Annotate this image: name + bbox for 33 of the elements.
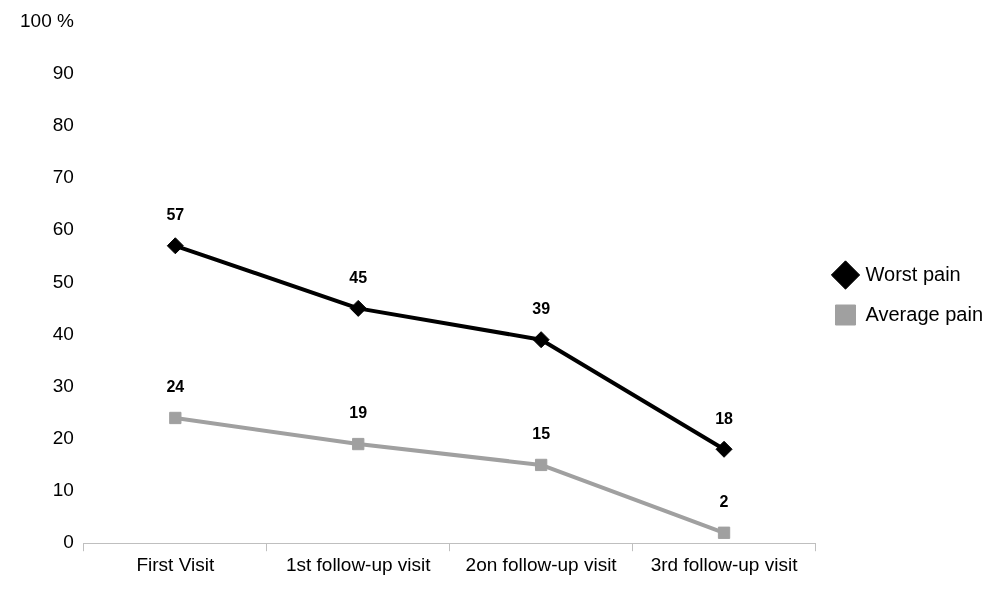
y-tick-label: 60 [52, 218, 74, 240]
point [166, 237, 184, 255]
legend-label: Average pain [865, 302, 983, 325]
y-tick-label: 0 [63, 531, 74, 553]
data-label: 39 [532, 300, 551, 318]
data-label: 18 [715, 409, 734, 427]
data-label: 19 [349, 404, 368, 422]
point [349, 299, 367, 317]
point [169, 411, 182, 425]
x-tick-label: 2on follow-up visit [465, 553, 618, 575]
y-tick-label: 10 [52, 479, 74, 501]
point [532, 331, 550, 349]
y-tick-label: 100 % [20, 9, 74, 31]
y-tick-label: 80 [52, 113, 74, 135]
y-tick-label: 40 [52, 322, 74, 344]
data-label: 24 [166, 378, 185, 396]
x-tick-label: First Visit [136, 553, 215, 575]
point [715, 440, 733, 458]
y-tick-label: 50 [52, 270, 74, 292]
point [534, 458, 548, 472]
point [717, 526, 731, 539]
data-label: 57 [166, 206, 185, 224]
data-label: 15 [532, 425, 551, 443]
legend-label: Worst pain [865, 262, 961, 285]
x-tick-label: 1st follow-up visit [285, 553, 432, 575]
y-tick-label: 90 [52, 61, 74, 83]
x-tick-label: 3rd follow-up visit [650, 553, 799, 575]
y-tick-label: 30 [52, 374, 74, 396]
data-label: 45 [349, 268, 368, 286]
point [352, 437, 365, 451]
y-tick-label: 70 [52, 166, 74, 188]
y-tick-label: 20 [52, 427, 74, 449]
data-label: 2 [719, 493, 729, 511]
